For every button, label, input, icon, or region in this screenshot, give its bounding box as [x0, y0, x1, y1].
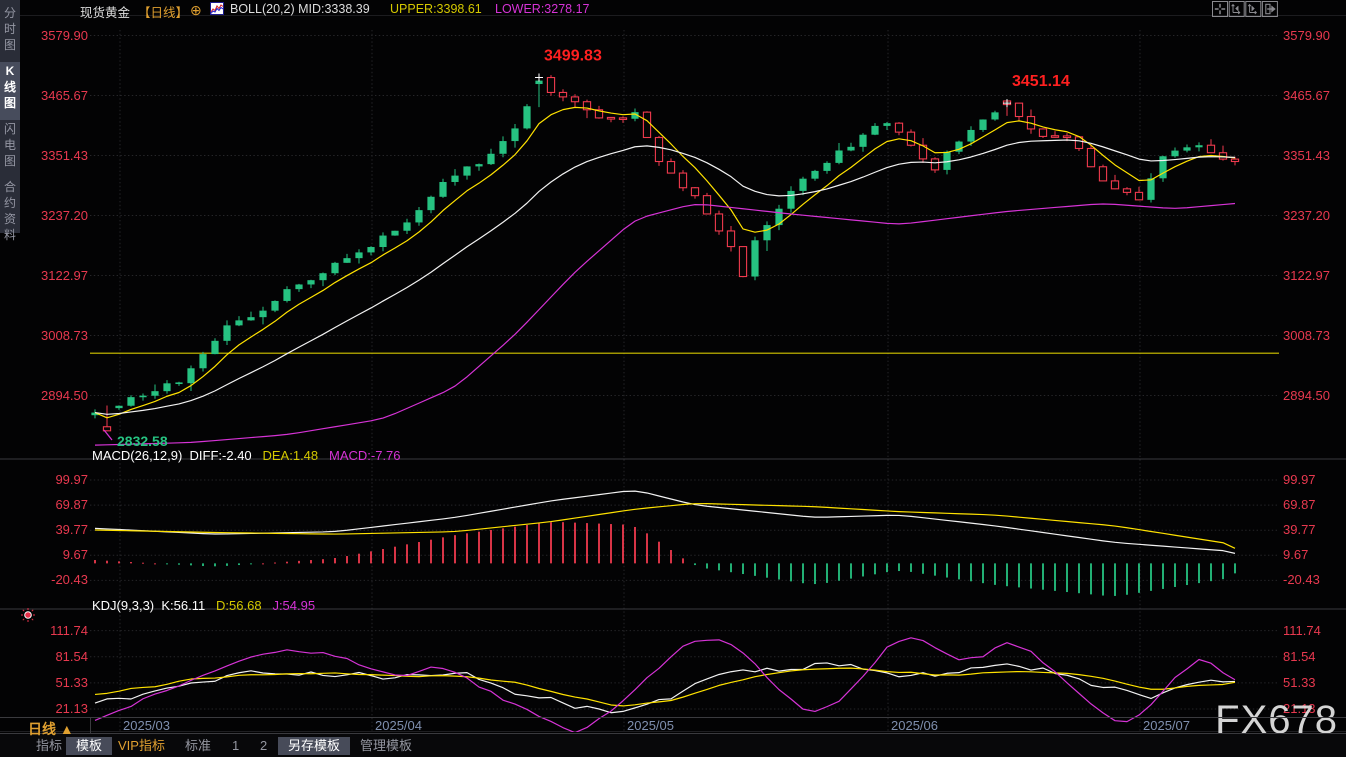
svg-text:3451.14: 3451.14 — [1012, 73, 1070, 90]
svg-text:2832.58: 2832.58 — [117, 433, 168, 449]
svg-text:3499.83: 3499.83 — [544, 48, 602, 65]
